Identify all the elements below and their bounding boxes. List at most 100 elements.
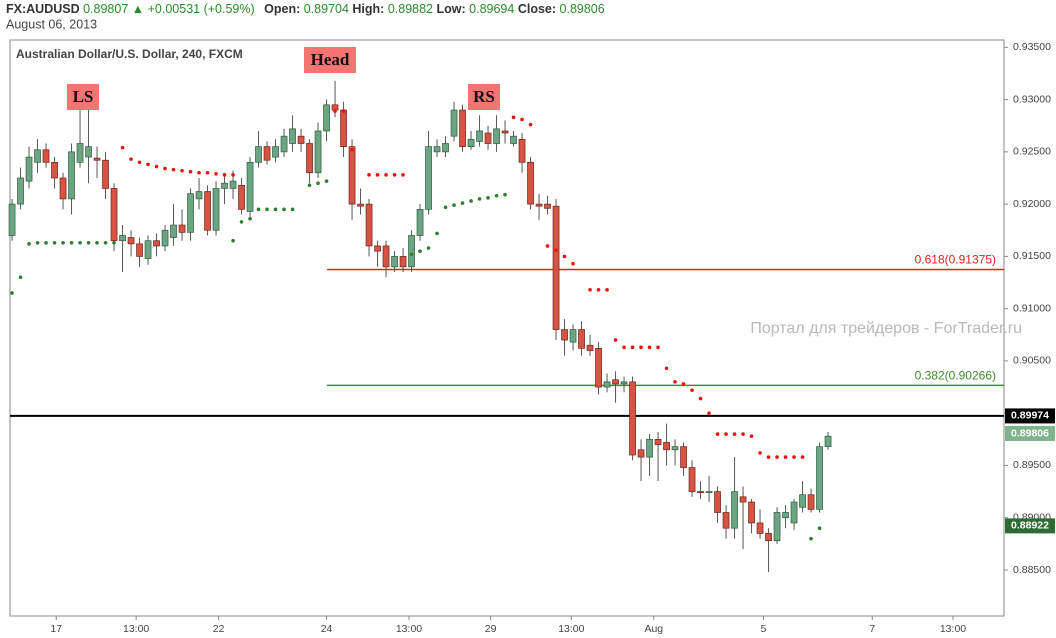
candle-body	[119, 235, 126, 242]
sar-dot	[154, 164, 159, 169]
x-tick-label: Aug	[644, 623, 663, 635]
y-tick-label: 0.92000	[1013, 198, 1051, 210]
sar-dot	[10, 291, 14, 295]
sar-dot	[673, 380, 677, 384]
candle-body	[255, 146, 262, 163]
sar-dot	[324, 179, 329, 183]
candle-body	[272, 146, 279, 158]
sar-dot	[613, 338, 618, 342]
annotation: Head	[311, 50, 350, 69]
sar-dot	[724, 432, 728, 436]
candle-body	[748, 501, 755, 524]
date: August 06, 2013	[6, 17, 97, 31]
y-tick-label: 0.91500	[1013, 250, 1051, 262]
candle-body	[493, 128, 500, 144]
annotation-box	[304, 47, 356, 73]
sar-dot	[44, 241, 48, 245]
candle-body	[76, 143, 84, 163]
candle-body	[246, 161, 254, 212]
y-tick-label: 0.93000	[1013, 93, 1051, 105]
candle-body	[93, 157, 101, 161]
sar-dot	[392, 173, 397, 177]
candle-body	[68, 151, 75, 200]
sar-dot	[231, 238, 235, 243]
chart-title: Australian Dollar/U.S. Dollar, 240, FXCM	[16, 47, 243, 61]
candle-body	[782, 512, 789, 519]
sar-dot	[129, 157, 133, 161]
sar-dot	[630, 345, 635, 350]
sar-dot	[375, 173, 380, 177]
change: +0.00531 (+0.59%)	[148, 2, 255, 16]
price-label-box	[1005, 425, 1055, 441]
sar-dot	[61, 241, 65, 245]
candle-body	[450, 109, 458, 137]
sar-dot	[103, 241, 108, 245]
x-tick-label: 5	[761, 623, 767, 635]
candle-body	[535, 203, 543, 207]
candle-body	[297, 135, 305, 144]
candle-body	[467, 138, 475, 147]
candle-body	[238, 184, 245, 210]
field-value: 0.89704	[304, 2, 349, 16]
x-tick-label: 29	[485, 623, 497, 635]
plot-frame	[9, 39, 1005, 617]
price-label-box	[1005, 408, 1055, 424]
sar-dot	[18, 275, 23, 280]
candle-body	[144, 240, 152, 259]
candle-body	[527, 161, 534, 205]
candle-body	[8, 203, 16, 236]
price-label-box	[1005, 518, 1055, 534]
sar-dot	[239, 220, 244, 224]
sar-dot	[367, 173, 371, 177]
candle-body	[620, 381, 628, 385]
sar-dot	[715, 432, 720, 436]
y-tick-label: 0.88500	[1013, 564, 1051, 576]
sar-dot	[707, 411, 711, 415]
sar-dot	[256, 207, 261, 212]
sar-dot	[248, 216, 252, 221]
sar-dot	[792, 455, 796, 459]
y-tick-label: 0.90500	[1013, 355, 1051, 367]
price: 0.89807	[83, 2, 128, 16]
level-label: 0.618(0.91375)	[915, 253, 996, 267]
candle-body	[790, 501, 798, 524]
sar-dot	[460, 201, 465, 205]
sar-dot	[656, 345, 660, 350]
candle-body	[714, 491, 721, 513]
annotation-box	[468, 84, 500, 110]
candle-body	[178, 224, 186, 233]
candle-body	[221, 182, 228, 189]
sar-dot	[137, 160, 142, 165]
header-line: FX:AUDUSD 0.89807 ▲ +0.00531 (+0.59%) Op…	[6, 2, 605, 16]
x-tick-label: 13:00	[940, 623, 966, 635]
sar-dot	[282, 207, 286, 212]
candle-body	[459, 109, 466, 147]
sar-dot	[426, 246, 431, 250]
candle-body	[501, 130, 509, 134]
candle-body	[603, 381, 611, 388]
candle-body	[578, 329, 585, 349]
candle-body	[765, 533, 772, 542]
candle-body	[17, 177, 24, 205]
candle-body	[187, 193, 194, 233]
candle-body	[348, 146, 356, 205]
candle-body	[314, 130, 322, 174]
sar-dot	[647, 345, 652, 350]
price-label: 0.89974	[1011, 410, 1049, 422]
sar-dot	[86, 241, 91, 245]
sar-dot	[443, 205, 448, 210]
candle-body	[476, 130, 483, 142]
sar-dot	[27, 242, 31, 246]
candle-body	[102, 159, 109, 189]
sar-dot	[681, 382, 686, 386]
candle-body	[697, 491, 704, 493]
sar-dot	[316, 181, 320, 186]
candle-body	[433, 146, 441, 153]
sar-dot	[205, 170, 210, 175]
candle-body	[637, 449, 645, 458]
candle-body	[365, 203, 373, 247]
sar-dot	[171, 167, 176, 172]
candle-body	[153, 240, 160, 247]
candle-body	[646, 438, 653, 458]
